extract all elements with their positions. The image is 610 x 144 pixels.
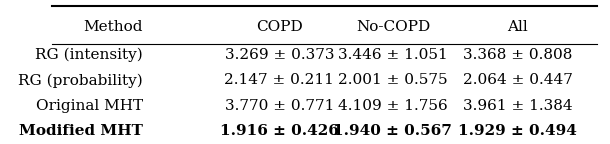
Text: 3.770 ± 0.771: 3.770 ± 0.771 [224, 99, 334, 113]
Text: RG (intensity): RG (intensity) [35, 48, 143, 62]
Text: 2.001 ± 0.575: 2.001 ± 0.575 [338, 73, 448, 87]
Text: 1.940 ± 0.567: 1.940 ± 0.567 [334, 124, 453, 138]
Text: RG (probability): RG (probability) [18, 73, 143, 88]
Text: COPD: COPD [256, 20, 303, 34]
Text: 3.269 ± 0.373: 3.269 ± 0.373 [224, 48, 334, 62]
Text: 1.916 ± 0.426: 1.916 ± 0.426 [220, 124, 339, 138]
Text: 3.368 ± 0.808: 3.368 ± 0.808 [463, 48, 573, 62]
Text: Modified MHT: Modified MHT [20, 124, 143, 138]
Text: Original MHT: Original MHT [36, 99, 143, 113]
Text: 1.929 ± 0.494: 1.929 ± 0.494 [458, 124, 577, 138]
Text: 3.961 ± 1.384: 3.961 ± 1.384 [463, 99, 573, 113]
Text: 4.109 ± 1.756: 4.109 ± 1.756 [338, 99, 448, 113]
Text: No-COPD: No-COPD [356, 20, 430, 34]
Text: 2.147 ± 0.211: 2.147 ± 0.211 [224, 73, 334, 87]
Text: All: All [508, 20, 528, 34]
Text: 2.064 ± 0.447: 2.064 ± 0.447 [463, 73, 573, 87]
Text: Method: Method [84, 20, 143, 34]
Text: 3.446 ± 1.051: 3.446 ± 1.051 [338, 48, 448, 62]
